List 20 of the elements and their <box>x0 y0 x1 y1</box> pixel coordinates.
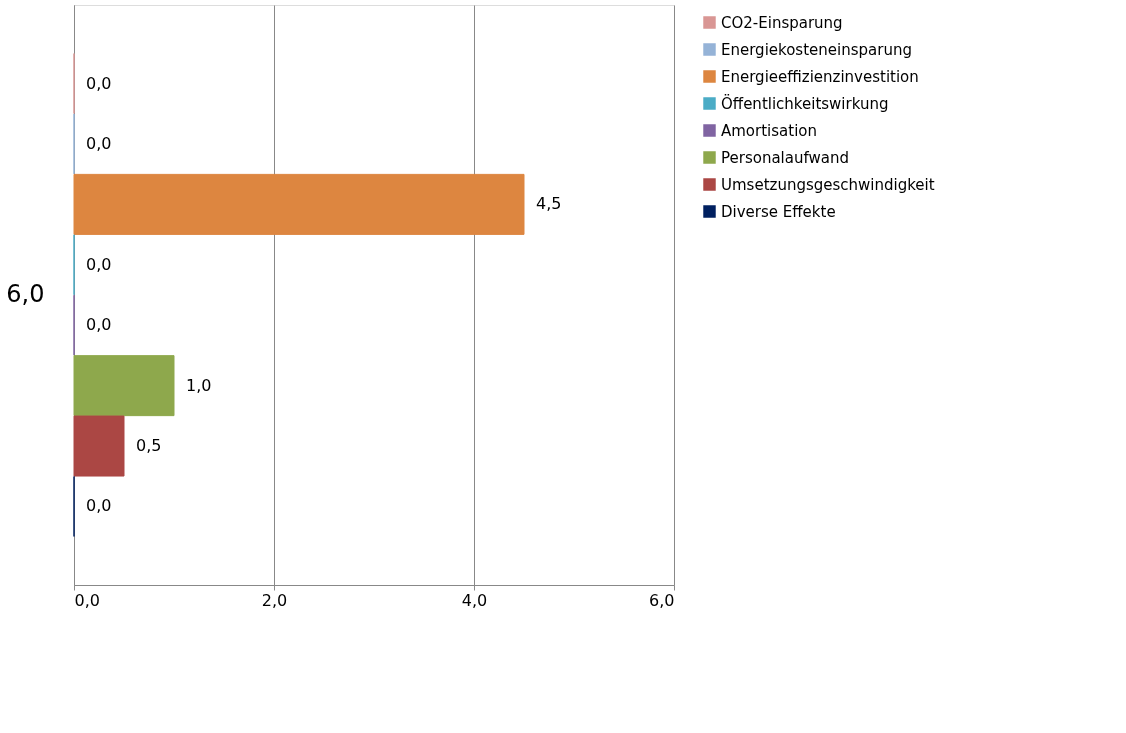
data-label: 0,0 <box>86 254 112 274</box>
legend-label: Personalaufwand <box>721 148 849 167</box>
x-tick-label: 6,0 <box>649 590 675 610</box>
data-label: 0,0 <box>86 73 112 93</box>
data-label: 1,0 <box>186 375 212 395</box>
x-tick-label: 0,0 <box>74 590 100 610</box>
legend-label: Umsetzungsgeschwindigkeit <box>721 175 935 194</box>
legend-label: Öffentlichkeitswirkung <box>721 93 889 113</box>
data-label: 4,5 <box>536 194 562 214</box>
x-tick-label: 4,0 <box>461 590 488 610</box>
legend-label: Diverse Effekte <box>721 202 836 221</box>
data-label: 0,0 <box>86 496 112 516</box>
legend-label: Amortisation <box>721 121 818 140</box>
legend-label: CO2-Einsparung <box>721 13 843 32</box>
x-tick-label: 2,0 <box>261 590 288 610</box>
legend-label: Energiekosteneinsparung <box>721 40 912 59</box>
legend-label: Energieeffizienzinvestition <box>721 67 919 86</box>
data-label: 0,5 <box>136 436 162 456</box>
data-label: 0,0 <box>86 315 112 335</box>
data-label: 0,0 <box>86 133 112 153</box>
